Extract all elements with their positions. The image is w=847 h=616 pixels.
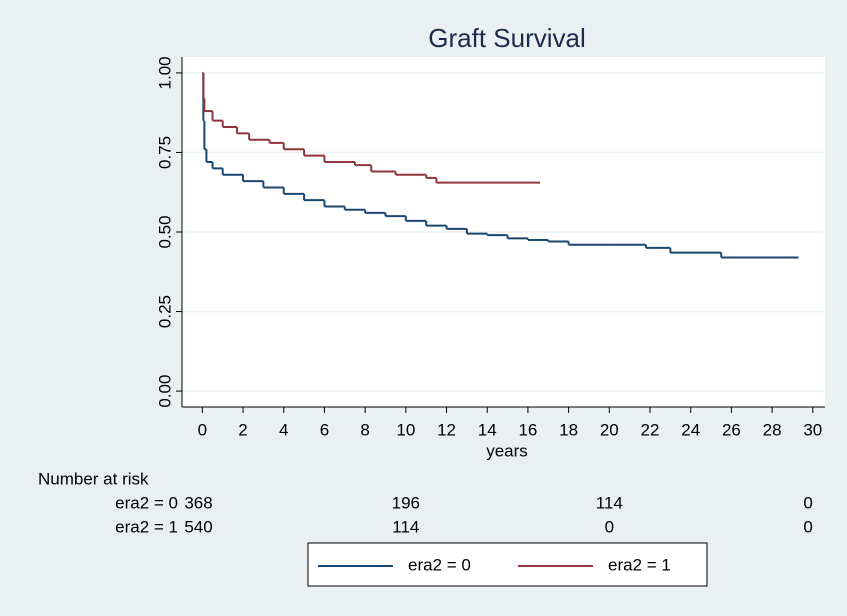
x-tick-label: 28 bbox=[763, 420, 782, 439]
y-tick-label: 0.75 bbox=[155, 136, 174, 169]
risk-count: 368 bbox=[184, 493, 212, 512]
risk-count: 0 bbox=[605, 517, 614, 536]
y-tick-label: 0.25 bbox=[155, 295, 174, 328]
x-tick-label: 6 bbox=[320, 420, 329, 439]
risk-count: 196 bbox=[392, 493, 420, 512]
legend-box bbox=[307, 542, 708, 587]
x-tick-label: 10 bbox=[396, 420, 415, 439]
y-tick-label: 0.00 bbox=[155, 375, 174, 408]
x-axis-label: years bbox=[486, 441, 528, 460]
x-tick-label: 4 bbox=[279, 420, 288, 439]
x-tick-label: 24 bbox=[681, 420, 700, 439]
x-tick-label: 30 bbox=[803, 420, 822, 439]
risk-row-label: era2 = 1 bbox=[115, 517, 178, 536]
x-tick-label: 2 bbox=[238, 420, 247, 439]
x-tick-label: 0 bbox=[198, 420, 207, 439]
x-tick-label: 18 bbox=[559, 420, 578, 439]
x-tick-label: 16 bbox=[518, 420, 537, 439]
chart-title: Graft Survival bbox=[428, 23, 586, 53]
x-tick-label: 22 bbox=[641, 420, 660, 439]
x-tick-label: 14 bbox=[478, 420, 497, 439]
x-tick-label: 26 bbox=[722, 420, 741, 439]
x-tick-label: 12 bbox=[437, 420, 456, 439]
risk-count: 114 bbox=[596, 493, 623, 512]
legend-label: era2 = 0 bbox=[408, 555, 471, 574]
risk-count: 0 bbox=[803, 493, 812, 512]
risk-count: 0 bbox=[803, 517, 812, 536]
risk-count: 114 bbox=[392, 517, 419, 536]
risk-count: 540 bbox=[184, 517, 212, 536]
legend-label: era2 = 1 bbox=[608, 555, 671, 574]
x-tick-label: 8 bbox=[360, 420, 369, 439]
risk-title: Number at risk bbox=[38, 469, 149, 488]
y-tick-label: 0.50 bbox=[155, 215, 174, 248]
y-tick-label: 1.00 bbox=[155, 56, 174, 89]
x-tick-label: 20 bbox=[600, 420, 619, 439]
risk-row-label: era2 = 0 bbox=[115, 493, 178, 512]
